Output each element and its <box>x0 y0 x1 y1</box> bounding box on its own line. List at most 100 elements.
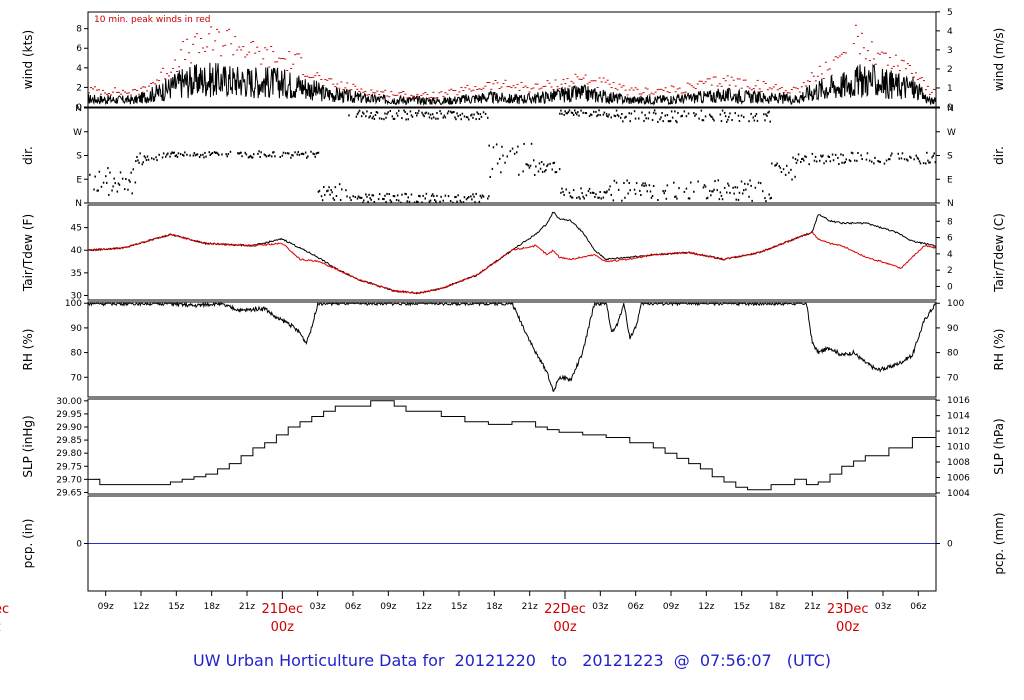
dir-dir-point <box>356 113 359 116</box>
wind-peak-point <box>106 93 108 95</box>
dir-dir-point <box>372 194 375 197</box>
dir-dir-point <box>784 173 787 176</box>
dir-dir-point <box>570 196 573 199</box>
wind-peak-point <box>88 92 90 94</box>
wind-peak-point <box>752 88 755 90</box>
dir-dir-point <box>751 199 753 202</box>
wind-ylabel-left: wind (kts) <box>21 30 35 89</box>
wind-peak-point <box>476 89 479 90</box>
wind-peak-point <box>414 97 417 99</box>
dir-dir-point <box>829 160 832 163</box>
dir-dir-point <box>259 156 261 158</box>
dir-dir-point <box>124 188 126 191</box>
wind-peak-point <box>124 91 126 93</box>
dir-dir-point <box>748 195 750 198</box>
dir-dir-point <box>501 145 503 148</box>
wind-peak-point <box>810 72 813 74</box>
dir-dir-point <box>137 159 139 162</box>
dir-dir-point <box>786 164 788 167</box>
wind-peak-point <box>380 91 383 93</box>
wind-ylabel-right: wind (m/s) <box>992 28 1006 92</box>
dir-dir-point <box>571 112 574 114</box>
dir-dir-point <box>367 200 369 203</box>
wind-peak-point <box>368 94 371 96</box>
dir-dir-point <box>271 155 273 158</box>
dir-dir-point <box>740 114 743 117</box>
wind-peak-point <box>362 91 365 93</box>
dir-dir-point <box>125 178 127 180</box>
dir-dir-point <box>470 195 472 198</box>
dir-dir-point <box>717 179 719 182</box>
dir-dir-point <box>398 109 400 112</box>
dir-dir-point <box>603 191 606 194</box>
dir-dir-point <box>434 199 436 201</box>
dir-dir-point <box>151 157 153 160</box>
dir-dir-point <box>840 153 842 156</box>
dir-dir-point <box>356 197 359 200</box>
wind-peak-point <box>164 78 167 80</box>
dir-dir-point <box>710 194 712 197</box>
dir-dir-point <box>602 113 605 116</box>
dir-dir-point <box>909 155 911 158</box>
wind-peak-point <box>922 80 925 82</box>
wind-peak-point <box>252 41 255 42</box>
dir-dir-point <box>410 193 413 196</box>
wind-peak-point <box>824 61 827 63</box>
wind-peak-point <box>112 91 114 93</box>
dir-dir-point <box>272 151 274 154</box>
dir-dir-point <box>620 116 622 119</box>
wind-peak-point <box>730 76 733 78</box>
dir-dir-point <box>398 199 400 202</box>
dir-dir-point <box>702 186 705 189</box>
dir-dir-point <box>225 153 227 156</box>
dir-dir-point <box>900 157 903 160</box>
wind-peak-point <box>400 91 403 93</box>
wind-peak-point <box>854 24 857 26</box>
dir-dir-point <box>694 114 696 117</box>
dir-dir-point <box>513 152 516 155</box>
dir-dir-point <box>674 195 676 198</box>
left-cut-hour: z <box>0 620 1 635</box>
wind-peak-point <box>300 57 303 59</box>
dir-dir-point <box>387 111 389 114</box>
x-tick-label: 06z <box>910 602 926 612</box>
dir-dir-point <box>743 189 745 192</box>
left-cut-date: ec <box>0 602 9 617</box>
dir-dir-point <box>422 194 424 197</box>
dir-dir-point <box>832 159 835 162</box>
title-prefix: UW Urban Horticulture Data for <box>193 651 445 670</box>
wind-peak-point <box>560 83 563 85</box>
dir-dir-point <box>496 162 499 165</box>
dir-dir-point <box>599 114 601 117</box>
wind-peak-point <box>912 76 915 78</box>
wind-peak-point <box>556 86 559 88</box>
wind-peak-point <box>346 82 349 84</box>
dir-dir-point <box>155 156 157 159</box>
dir-dir-point <box>592 191 594 194</box>
wind-peak-point <box>738 78 741 80</box>
wind-peak-point <box>436 97 439 99</box>
wind-peak-point <box>892 65 895 67</box>
dir-dir-point <box>546 165 548 168</box>
dir-dir-point <box>423 115 425 118</box>
dir-dir-point <box>304 151 307 154</box>
dir-dir-point <box>610 116 612 119</box>
dir-dir-point <box>314 155 316 158</box>
dir-dir-point <box>338 183 341 186</box>
dir-dir-point <box>502 154 504 157</box>
dir-dir-point <box>213 151 216 154</box>
dir-dir-point <box>422 113 424 116</box>
wind-peak-point <box>904 68 907 70</box>
dir-dir-point <box>396 194 399 197</box>
dir-dir-point <box>362 111 364 114</box>
wind-peak-point <box>604 81 607 83</box>
wind-peak-point <box>510 87 513 89</box>
dir-dir-point <box>135 160 137 163</box>
wind-peak-point <box>582 77 585 79</box>
wind-peak-point <box>498 88 501 89</box>
dir-dir-point <box>474 201 476 203</box>
dir-dir-point <box>582 195 584 198</box>
rh-ytick-label-right: 90 <box>947 324 959 334</box>
dir-dir-point <box>791 178 793 181</box>
wind-peak-point <box>578 78 581 80</box>
